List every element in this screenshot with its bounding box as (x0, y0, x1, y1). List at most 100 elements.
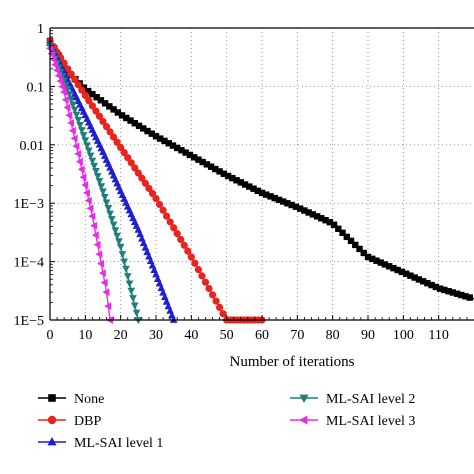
data-point (161, 137, 168, 145)
data-point (104, 302, 112, 310)
data-point (54, 71, 62, 80)
legend-item-1: DBP (38, 414, 101, 429)
data-point (100, 278, 108, 287)
data-point (81, 181, 89, 189)
data-point (428, 281, 435, 289)
data-point (191, 259, 199, 267)
data-point (229, 174, 236, 182)
data-point (436, 285, 444, 292)
data-point (95, 250, 103, 258)
data-point (86, 152, 95, 160)
data-point (224, 172, 232, 180)
y-tick-label: 0.01 (20, 139, 45, 154)
data-point (250, 185, 257, 192)
data-point (284, 200, 291, 207)
data-point (81, 137, 90, 145)
data-point (194, 265, 202, 274)
data-point (212, 297, 220, 305)
data-point (275, 196, 283, 204)
data-point (407, 272, 414, 279)
data-point (91, 231, 99, 239)
data-point (132, 309, 141, 317)
data-point (216, 168, 223, 175)
data-point (65, 111, 73, 120)
data-point (398, 268, 406, 276)
data-point (81, 91, 89, 100)
data-point (187, 253, 195, 261)
data-point (402, 270, 410, 277)
series-layer (45, 37, 474, 325)
data-point (101, 100, 109, 107)
data-point (45, 44, 53, 53)
data-point (95, 112, 104, 120)
data-point (77, 165, 85, 174)
data-point (65, 91, 74, 99)
data-point (116, 243, 125, 251)
data-point (93, 173, 102, 181)
data-point (63, 103, 71, 112)
x-tick-label: 80 (326, 328, 340, 343)
data-point (106, 128, 114, 136)
data-point (97, 259, 105, 268)
data-point (100, 193, 109, 201)
data-point (93, 240, 101, 249)
data-point (117, 143, 125, 152)
data-point (141, 179, 149, 187)
data-point (63, 86, 72, 94)
data-point (145, 184, 153, 192)
series-0 (46, 37, 474, 301)
data-point (106, 210, 114, 218)
x-tick-label: 60 (255, 328, 269, 343)
data-point (92, 167, 100, 175)
data-point (125, 280, 134, 288)
data-point (85, 97, 93, 105)
data-point (201, 278, 210, 286)
data-point (219, 310, 227, 318)
data-point (124, 154, 132, 162)
data-point (130, 302, 139, 310)
data-point (68, 126, 76, 135)
data-point (184, 247, 192, 255)
legend-label: ML-SAI level 1 (74, 436, 163, 451)
data-point (174, 144, 181, 152)
data-point (330, 221, 338, 228)
data-point (56, 77, 64, 85)
data-point (148, 130, 155, 137)
data-point (99, 188, 107, 196)
data-point (462, 293, 469, 300)
data-point (263, 191, 270, 198)
legend-marker (47, 437, 57, 446)
data-point (271, 194, 278, 202)
data-point (258, 189, 266, 197)
data-point (77, 127, 86, 135)
data-point (313, 213, 321, 220)
legend-item-0: None (38, 392, 104, 407)
data-point (381, 261, 389, 268)
legend: None DBP ML-SAI level 1 ML-SAI level 2 ML-SA… (38, 392, 415, 451)
data-point (360, 249, 367, 257)
x-axis-title: Number of iterations (230, 354, 355, 370)
data-point (134, 169, 142, 177)
x-tick-label: 40 (184, 328, 198, 343)
data-point (208, 291, 217, 299)
data-point (71, 75, 79, 84)
x-tick-label: 100 (393, 328, 414, 343)
data-point (72, 142, 80, 150)
data-point (67, 70, 75, 78)
data-point (212, 165, 219, 173)
data-point (203, 161, 211, 168)
data-point (432, 283, 440, 291)
data-point (120, 148, 128, 157)
legend-label: None (74, 392, 104, 407)
data-point (90, 221, 98, 230)
y-tick-label: 1 (37, 22, 44, 37)
data-point (140, 125, 147, 132)
data-point (352, 241, 359, 249)
data-point (89, 90, 96, 98)
data-point (322, 217, 329, 224)
data-point (131, 164, 139, 172)
data-point (445, 288, 452, 295)
data-point (309, 211, 317, 218)
data-point (411, 274, 418, 281)
data-point (88, 212, 96, 220)
